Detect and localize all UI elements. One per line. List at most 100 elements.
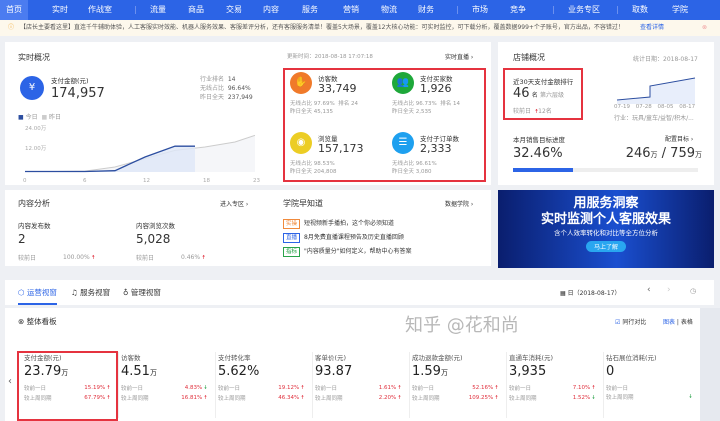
metric-value: 157,173 <box>318 142 364 155</box>
metric-label: 浏览量 <box>318 135 338 143</box>
tab-operations[interactable]: ⬡ 运营视窗 <box>18 287 57 305</box>
metric-label: 支付买家数 <box>420 75 453 83</box>
academy-item[interactable]: 直播 8月免费直播课程预告及历史直播回顾 <box>283 231 412 245</box>
nav-item[interactable]: 内容 <box>263 5 279 14</box>
board-metric[interactable]: 支付转化率 5.62% 较前一日 19.12% 🠅 较上周同期 46.34% 🠅 <box>216 352 313 418</box>
nav-divider <box>553 6 554 14</box>
series-area <box>25 135 255 172</box>
x-tick-label: 18 <box>203 178 210 184</box>
nav-item[interactable]: 学院 <box>672 5 688 14</box>
rank-value: 46 <box>513 86 530 101</box>
series-line-今日 <box>25 145 195 173</box>
x-tick-label: 6 <box>83 178 87 184</box>
notice-text: 【店长主要看这里】直连千牛辅助体验，人工客服实时效能、机器人服务效果、客服差评分… <box>20 24 624 31</box>
scrollbar[interactable] <box>700 308 720 421</box>
metric-sub: 无线占比 98.53% 昨日全天 204,808 <box>290 161 337 175</box>
compare-label: 较前日 <box>513 108 532 115</box>
board-metric[interactable]: 访客数 4.51万 较前一日 4.83% 🠇 较上周同期 16.81% 🠅 <box>119 352 216 418</box>
board-card: ⊗ 整体看板 ☑ 同行对比 图表 | 表格 ‹ 知乎 @花和尚 <box>5 308 714 421</box>
date-picker[interactable]: ▦ 日（2018-08-17） <box>560 290 621 297</box>
card-title: 内容分析 <box>18 199 50 208</box>
tab-management[interactable]: ♁ 管理视窗 <box>123 288 161 297</box>
eye-icon: ◉ <box>290 132 312 154</box>
rank-title: 近30天支付金额排行 <box>513 78 574 86</box>
learn-more-button[interactable]: 马上了解 <box>585 241 626 252</box>
content-link[interactable]: 进入专区 › <box>220 201 249 208</box>
card-title: 实时概况 <box>18 53 50 62</box>
academy-item[interactable]: 实操 短视频新手播拍，这个你必须知道 <box>283 217 412 231</box>
tab-service[interactable]: ♫ 服务视窗 <box>71 288 111 297</box>
nav-item[interactable]: 市场 <box>472 5 488 14</box>
tier: 第六层级 <box>540 92 565 99</box>
metric-label: 访客数 <box>318 75 338 83</box>
x-tick-label: 23 <box>253 178 260 184</box>
nav-item[interactable]: 物流 <box>381 5 397 14</box>
nav-item[interactable]: 首页 <box>0 0 28 20</box>
nav-item[interactable]: 竞争 <box>510 5 526 14</box>
highlight-box <box>17 351 118 421</box>
board-metric[interactable]: 钻石展位消耗(元) 0 较前一日 较上周同期 🠇 <box>606 354 692 401</box>
highlight-box <box>503 68 583 120</box>
pay-label: 支付金额(元) <box>51 77 89 85</box>
realtime-card: 实时概况 ¥ 支付金额(元) 174,957 行业排名 14 无线占比 96.6… <box>5 42 491 185</box>
academy-item[interactable]: 指标 "内容质量分"如何定义，帮助中心有答案 <box>283 245 412 259</box>
order-icon: ☰ <box>392 132 414 154</box>
rank-compare: 12名 <box>538 108 552 115</box>
rank-chart <box>616 77 696 104</box>
nav-item[interactable]: 财务 <box>418 5 434 14</box>
close-icon[interactable]: ⊗ <box>702 24 708 31</box>
rank-unit: 名 <box>531 92 538 99</box>
metric-value: 33,749 <box>318 82 357 95</box>
rank-chart-x: 07-19 07-28 08-05 08-17 <box>614 104 696 110</box>
goal-pct: 32.46% <box>513 146 563 161</box>
nav-item[interactable]: 业务专区 <box>568 5 600 14</box>
nav-item[interactable]: 作战室 <box>88 5 112 14</box>
metric-value: 1,926 <box>420 82 452 95</box>
nav-item[interactable]: 流量 <box>150 5 166 14</box>
highlight-box <box>283 68 486 182</box>
pay-stats: 行业排名 14 无线占比 96.64% 昨日全天 237,949 <box>200 76 253 101</box>
users-icon: 👥 <box>392 72 414 94</box>
promo-banner[interactable]: 用服务洞察 实时监测个人客服效果 含个人效率转化和对比等全方位分析 马上了解 <box>498 190 714 268</box>
next-date-button[interactable]: › <box>667 285 671 295</box>
chart-legend: ■ 今日 ■ 昨日 <box>18 114 62 121</box>
live-link[interactable]: 实时直播 › <box>445 54 474 61</box>
y-tick-label: 12.00万 <box>25 145 47 152</box>
series-area <box>25 146 195 172</box>
goal-progress <box>513 168 698 172</box>
prev-date-button[interactable]: ‹ <box>647 285 651 295</box>
nav-item[interactable]: 营销 <box>343 5 359 14</box>
nav-item[interactable]: 取数 <box>632 5 648 14</box>
yuan-icon: ¥ <box>20 76 44 100</box>
metric-sub: 无线占比 96.73% 排名 14 昨日全天 2,535 <box>392 101 460 115</box>
prev-metrics-button[interactable]: ‹ <box>8 376 12 387</box>
stat-date: 统计日期：2018-08-17 <box>633 56 698 63</box>
academy-link[interactable]: 数据学院 › <box>445 201 474 208</box>
info-icon: ⓘ <box>8 24 15 31</box>
goal-link[interactable]: 配置目标 › <box>665 136 694 143</box>
banner-line1: 用服务洞察 <box>573 196 639 211</box>
nav-item[interactable]: 服务 <box>302 5 318 14</box>
nav-item[interactable]: 交易 <box>226 5 242 14</box>
industry: 行业：玩具/童车/益智/积木/... <box>614 115 694 122</box>
board-metric[interactable]: 成功退款金额(元) 1.59万 较前一日 52.16% 🠅 较上周同期 109.25% … <box>410 352 507 418</box>
shop-card: 店铺概况 统计日期：2018-08-17 近30天支付金额排行 46 名 第六层… <box>498 42 714 185</box>
board-metric[interactable]: 支付金额(元) 23.79万 较前一日 15.19% 🠅 较上周同期 67.79% 🠅 <box>22 352 119 418</box>
board-metric[interactable]: 客单价(元) 93.87 较前一日 1.61% 🠅 较上周同期 2.20% 🠅 <box>313 352 410 418</box>
nav-divider <box>135 6 136 14</box>
content-card: 内容分析 进入专区 › 内容发布数 2 较前日 100.00% 🠅 内容浏览次数 5,02… <box>5 190 491 266</box>
top-nav: 首页 实时 作战室 流量 商品 交易 内容 服务 营销 物流 财务 市场 竞争 业务专区 取数 学院 <box>0 0 720 20</box>
board-metric[interactable]: 直通车消耗(元) 3,935 较前一日 7.10% 🠅 较上周同期 1.52% 🠇 <box>507 352 604 418</box>
board-title: ⊗ 整体看板 <box>18 317 57 326</box>
y-tick-label: 24.00万 <box>25 125 47 132</box>
compare-checkbox[interactable]: ☑ 同行对比 <box>615 319 647 326</box>
view-tabs: ⬡ 运营视窗 ♫ 服务视窗 ♁ 管理视窗 ▦ 日（2018-08-17） ‹ ›… <box>5 280 714 305</box>
nav-item[interactable]: 商品 <box>188 5 204 14</box>
goal-amount: 246万 / 759万 <box>625 146 702 161</box>
view-toggle[interactable]: 图表 | 表格 <box>663 319 693 326</box>
nav-item[interactable]: 实时 <box>52 5 68 14</box>
realtime-chart: 12.00万 24.00万 0 6 12 18 23 <box>23 125 260 184</box>
metric-label: 支付子订单数 <box>420 135 459 143</box>
clock-icon[interactable]: ◷ <box>690 287 697 295</box>
notice-link[interactable]: 查看详情 <box>640 24 665 31</box>
